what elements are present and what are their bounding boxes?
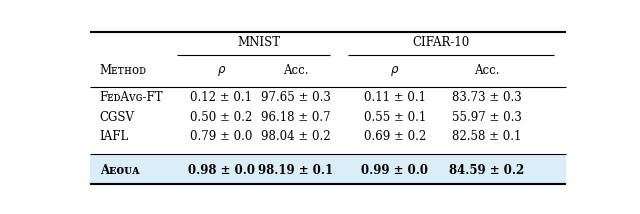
Text: 98.19 ± 0.1: 98.19 ± 0.1 xyxy=(258,164,333,177)
Text: 0.98 ± 0.0: 0.98 ± 0.0 xyxy=(188,164,255,177)
Text: 0.55 ± 0.1: 0.55 ± 0.1 xyxy=(364,111,426,124)
Text: MNIST: MNIST xyxy=(237,36,280,49)
Text: 96.18 ± 0.7: 96.18 ± 0.7 xyxy=(261,111,331,124)
Text: 82.58 ± 0.1: 82.58 ± 0.1 xyxy=(452,130,522,143)
Text: IAFL: IAFL xyxy=(100,130,129,143)
Text: Aᴇᴏᴜᴀ: Aᴇᴏᴜᴀ xyxy=(100,164,139,177)
FancyBboxPatch shape xyxy=(90,155,566,183)
Text: FᴇᴅAᴠɢ-FT: FᴇᴅAᴠɢ-FT xyxy=(100,91,163,104)
Text: 0.99 ± 0.0: 0.99 ± 0.0 xyxy=(362,164,428,177)
Text: 84.59 ± 0.2: 84.59 ± 0.2 xyxy=(449,164,524,177)
Text: 98.04 ± 0.2: 98.04 ± 0.2 xyxy=(261,130,331,143)
Text: $\rho$: $\rho$ xyxy=(217,64,226,78)
Text: 0.69 ± 0.2: 0.69 ± 0.2 xyxy=(364,130,426,143)
Text: CGSV: CGSV xyxy=(100,111,135,124)
Text: 0.11 ± 0.1: 0.11 ± 0.1 xyxy=(364,91,426,104)
Text: $\rho$: $\rho$ xyxy=(390,64,399,78)
Text: 83.73 ± 0.3: 83.73 ± 0.3 xyxy=(452,91,522,104)
Text: Acc.: Acc. xyxy=(283,64,308,77)
Text: 55.97 ± 0.3: 55.97 ± 0.3 xyxy=(452,111,522,124)
Text: 0.12 ± 0.1: 0.12 ± 0.1 xyxy=(190,91,252,104)
Text: 97.65 ± 0.3: 97.65 ± 0.3 xyxy=(261,91,331,104)
Text: Acc.: Acc. xyxy=(474,64,499,77)
Text: CIFAR-10: CIFAR-10 xyxy=(412,36,470,49)
Text: Mᴇᴛʜᴏᴅ: Mᴇᴛʜᴏᴅ xyxy=(100,64,147,77)
Text: 0.50 ± 0.2: 0.50 ± 0.2 xyxy=(190,111,253,124)
Text: 0.79 ± 0.0: 0.79 ± 0.0 xyxy=(190,130,253,143)
